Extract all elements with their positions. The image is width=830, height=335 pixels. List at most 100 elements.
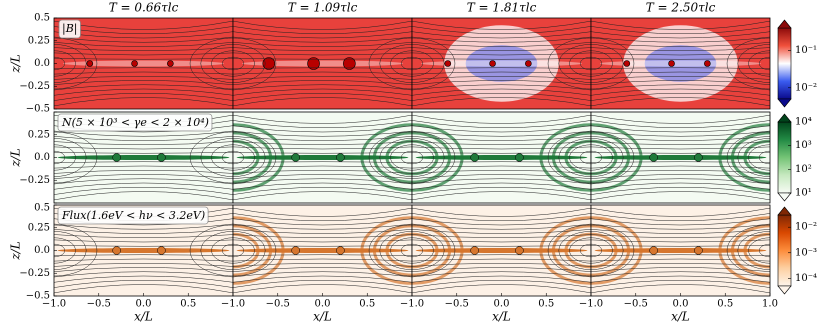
field-line (54, 267, 233, 272)
field-line (412, 254, 591, 257)
field-line (379, 138, 412, 177)
field-line (748, 237, 770, 264)
field-line (591, 254, 770, 257)
field-line (233, 151, 412, 154)
field-line (233, 182, 412, 190)
y-tick-label: 0.0 (34, 58, 50, 69)
plasmoid (694, 153, 703, 162)
plasmoid (515, 153, 524, 162)
field-line (233, 120, 412, 128)
colorbar-tick-label: 10⁻² (795, 82, 817, 93)
field-line (591, 161, 770, 164)
y-tick-label: 0.5 (34, 203, 50, 214)
colorbar-tick-label: 10⁻³ (795, 247, 817, 258)
y-tick-label: 0.25 (28, 222, 50, 233)
plasmoid (86, 60, 94, 67)
field-line (54, 284, 233, 294)
field-line (54, 67, 233, 70)
field-line (580, 150, 591, 165)
field-line (233, 213, 412, 221)
field-line (591, 42, 770, 47)
panel (412, 112, 591, 203)
field-line (54, 271, 233, 278)
plasmoid (489, 60, 496, 67)
x-tick-label: 0.0 (136, 299, 152, 310)
field-line (412, 275, 591, 283)
colorbar-extension (777, 113, 792, 123)
field-line (233, 26, 412, 34)
field-line (233, 280, 412, 288)
field-line (233, 42, 412, 47)
field-line (54, 280, 233, 288)
field-line (737, 138, 770, 177)
field-line (412, 114, 591, 124)
plasmoid (307, 57, 320, 70)
field-line (591, 244, 770, 247)
x-tick-label: 1.0 (762, 299, 778, 310)
field-patch (465, 45, 538, 82)
field-line (54, 178, 233, 185)
field-line (233, 271, 412, 278)
field-line (233, 71, 412, 75)
field-line (591, 36, 770, 43)
field-line (54, 97, 233, 107)
field-line (412, 52, 591, 56)
field-line (412, 138, 445, 177)
x-tick-label: −1.0 (579, 299, 603, 310)
field-line (569, 237, 591, 264)
field-line (412, 67, 591, 70)
field-line (54, 239, 233, 243)
field-line (233, 88, 412, 96)
plasmoid (262, 57, 276, 70)
field-line (591, 26, 770, 34)
annotation: Flux(1.6eV < hν < 3.2eV) (61, 209, 205, 222)
field-line (54, 229, 233, 234)
field-line (54, 224, 98, 277)
field-line (368, 131, 412, 184)
field-line (54, 42, 233, 47)
field-line (591, 57, 770, 60)
field-line (580, 243, 591, 258)
panel-frame (590, 17, 771, 110)
y-tick-label: −0.25 (19, 175, 50, 186)
panel (591, 205, 770, 296)
field-line (54, 258, 233, 262)
colorbar-extension (777, 206, 792, 216)
field-line (591, 178, 770, 185)
field-line (233, 229, 412, 234)
colorbar-tick-label: 10² (795, 164, 812, 175)
field-line (591, 165, 770, 169)
field-line (233, 254, 412, 257)
field-line (233, 97, 412, 107)
field-line (54, 223, 233, 230)
field-line (412, 239, 591, 243)
field-line (233, 31, 412, 39)
colorbar-extension (777, 285, 792, 295)
emission-band (594, 248, 767, 253)
emission-ring (564, 139, 591, 176)
emission-ring (743, 139, 770, 176)
field-line (412, 93, 591, 101)
field-line (591, 93, 770, 101)
field-line (591, 114, 770, 124)
emission-ring (591, 131, 631, 184)
field-line (233, 36, 412, 43)
field-line (412, 271, 591, 278)
plasmoid (694, 246, 703, 255)
field-patch (62, 60, 225, 67)
field-line (233, 84, 412, 91)
field-line (412, 42, 591, 47)
plasmoid (668, 60, 675, 67)
annotation: |B| (62, 22, 78, 36)
field-line (412, 71, 591, 75)
field-line (591, 218, 770, 226)
field-line (412, 218, 591, 226)
field-line (591, 182, 770, 190)
field-line (233, 258, 412, 262)
field-line (54, 231, 87, 270)
field-line (54, 131, 98, 184)
field-line (591, 239, 770, 243)
field-line (233, 136, 412, 141)
field-line (591, 151, 770, 154)
field-line (233, 146, 412, 150)
